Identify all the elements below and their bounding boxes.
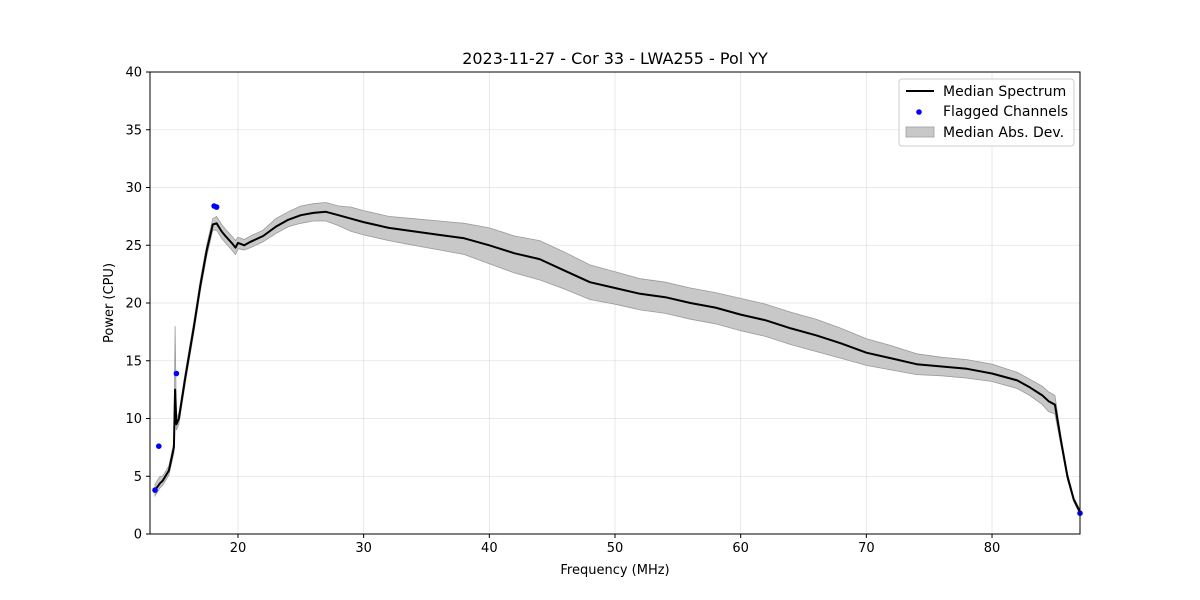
flagged-channel-point (156, 443, 162, 450)
y-tick-label: 15 (125, 354, 142, 369)
legend-label-median-spectrum: Median Spectrum (943, 84, 1066, 100)
legend-marker-swatch (916, 109, 922, 115)
x-tick-label: 40 (481, 541, 498, 556)
x-tick-label: 60 (732, 541, 749, 556)
y-tick-label: 0 (134, 528, 142, 543)
legend-entry-flagged-channels: Flagged Channels (916, 104, 1068, 120)
x-tick-label: 20 (230, 541, 247, 556)
legend-entry-median-abs-dev: Median Abs. Dev. (905, 125, 1064, 141)
y-tick-label: 20 (125, 297, 142, 312)
legend-entry-median-spectrum: Median Spectrum (906, 84, 1066, 100)
flagged-channel-point (152, 487, 158, 493)
y-tick-label: 40 (125, 66, 142, 81)
legend-label-flagged-channels: Flagged Channels (943, 104, 1068, 120)
chart-title: 2023-11-27 - Cor 33 - LWA255 - Pol YY (462, 49, 768, 68)
legend-band-swatch (905, 126, 935, 138)
plot-area (149, 71, 1083, 535)
x-tick-label: 70 (858, 541, 875, 556)
y-tick-label: 35 (125, 123, 142, 138)
x-tick-label: 80 (984, 541, 1001, 556)
x-tick-label: 30 (355, 541, 372, 556)
y-tick-label: 30 (125, 181, 142, 196)
x-axis-label: Frequency (MHz) (560, 563, 669, 578)
median-spectrum-line (154, 210, 1081, 513)
flagged-channels-series (152, 203, 1083, 516)
y-tick-label: 5 (134, 470, 142, 485)
flagged-channel-point (173, 370, 180, 377)
flagged-channel-point (213, 204, 220, 210)
y-tick-label: 10 (125, 412, 142, 427)
y-axis: 0 5 10 15 20 25 30 35 40 (125, 66, 150, 543)
median-spectrum-series (154, 210, 1081, 513)
y-axis-label: Power (CPU) (102, 263, 117, 343)
legend-box (898, 78, 1075, 147)
x-axis: 20 30 40 50 60 70 80 (230, 534, 1001, 556)
y-tick-label: 25 (125, 239, 142, 254)
legend: Median Spectrum Flagged Channels Median … (898, 78, 1075, 147)
legend-label-median-abs-dev: Median Abs. Dev. (943, 125, 1064, 141)
x-tick-label: 50 (607, 541, 624, 556)
